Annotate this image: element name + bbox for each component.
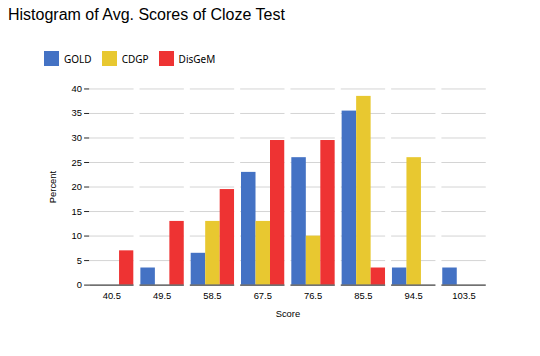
svg-text:67.5: 67.5 (254, 291, 272, 301)
svg-text:103.5: 103.5 (452, 291, 475, 301)
svg-text:0: 0 (77, 280, 82, 290)
svg-text:5: 5 (77, 256, 82, 266)
svg-text:40: 40 (72, 84, 82, 94)
svg-text:15: 15 (72, 207, 82, 217)
svg-text:58.5: 58.5 (203, 291, 221, 301)
svg-text:30: 30 (72, 133, 82, 143)
svg-text:40.5: 40.5 (103, 291, 121, 301)
svg-text:94.5: 94.5 (405, 291, 423, 301)
svg-text:10: 10 (72, 231, 82, 241)
html-text:GOLD: GOLD (64, 51, 92, 66)
html-text:DisGeM: DisGeM (178, 51, 216, 66)
html-text:CDGP: CDGP (121, 51, 149, 66)
svg-text:76.5: 76.5 (304, 291, 322, 301)
svg-text:25: 25 (72, 158, 82, 168)
svg-text:20: 20 (72, 182, 82, 192)
svg-text:85.5: 85.5 (354, 291, 372, 301)
svg-text:49.5: 49.5 (153, 291, 171, 301)
svg-text:Percent: Percent (48, 170, 58, 203)
svg-text:35: 35 (72, 108, 82, 118)
html-text:Histogram of Avg. Scores of Cl: Histogram of Avg. Scores of Cloze Test (8, 6, 285, 23)
svg-text:Score: Score (276, 309, 301, 319)
